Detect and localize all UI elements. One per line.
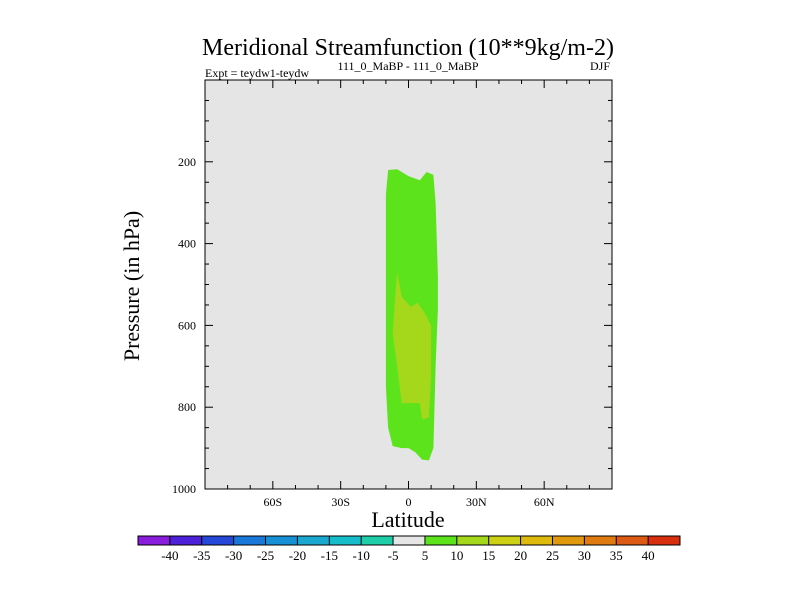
colorbar-swatch (361, 536, 394, 545)
colorbar-swatch (393, 536, 426, 545)
subtitle-center: 111_0_MaBP - 111_0_MaBP (337, 59, 478, 73)
colorbar-label: 30 (578, 548, 591, 563)
colorbar-swatch (520, 536, 553, 545)
colorbar-label: -10 (353, 548, 370, 563)
y-tick-label: 800 (178, 400, 196, 414)
colorbar-swatch (201, 536, 234, 545)
subtitle-left: Expt = teydw1-teydw (205, 66, 309, 80)
colorbar-swatch (138, 536, 171, 545)
x-tick-label: 60S (263, 495, 282, 509)
colorbar-label: -35 (193, 548, 210, 563)
colorbar-label: 20 (514, 548, 527, 563)
chart-title: Meridional Streamfunction (10**9kg/m-2) (202, 35, 614, 61)
colorbar-label: 10 (450, 548, 463, 563)
colorbar-swatch (488, 536, 521, 545)
colorbar-label: 40 (642, 548, 655, 563)
x-tick-label: 0 (406, 495, 412, 509)
x-tick-label: 30N (466, 495, 487, 509)
colorbar-swatch (616, 536, 649, 545)
contour-region-level-10-to-15 (392, 272, 432, 420)
colorbar-label: -25 (257, 548, 274, 563)
y-tick-label: 1000 (172, 482, 196, 496)
subtitle-right: DJF (590, 59, 610, 73)
colorbar-swatch (233, 536, 266, 545)
axis-ticks: 60S 30S 0 30N 60N 200 400 600 800 1000 (172, 80, 612, 509)
colorbar-label: -30 (225, 548, 242, 563)
colorbar-label: 15 (482, 548, 495, 563)
colorbar-swatch (265, 536, 298, 545)
colorbar-swatch (424, 536, 458, 545)
colorbar-swatch (584, 536, 617, 545)
colorbar-label: -15 (321, 548, 338, 563)
colorbar-swatch (297, 536, 330, 545)
colorbar-swatch (329, 536, 362, 545)
y-tick-label: 400 (178, 237, 196, 251)
x-tick-label: 60N (534, 495, 555, 509)
colorbar-swatch (456, 536, 489, 545)
colorbar-swatch (648, 536, 681, 545)
colorbar-label: 25 (546, 548, 559, 563)
colorbar-swatch (169, 536, 203, 545)
x-tick-label: 30S (331, 495, 350, 509)
y-tick-label: 600 (178, 318, 196, 332)
y-tick-label: 200 (178, 155, 196, 169)
colorbar-swatch (552, 536, 585, 545)
colorbar-label: -40 (161, 548, 178, 563)
colorbar-label: 5 (422, 548, 429, 563)
x-axis-label: Latitude (371, 507, 444, 532)
colorbar: -40 -35 -30 -25 -20 -15 -10 -5 5 10 15 20 25 30 35 40 (137, 535, 681, 563)
y-axis-label: Pressure (in hPa) (119, 211, 144, 361)
colorbar-label: -20 (289, 548, 306, 563)
colorbar-frame (137, 535, 681, 546)
colorbar-label: -5 (388, 548, 399, 563)
colorbar-label: 35 (610, 548, 623, 563)
plot-area (204, 79, 613, 490)
